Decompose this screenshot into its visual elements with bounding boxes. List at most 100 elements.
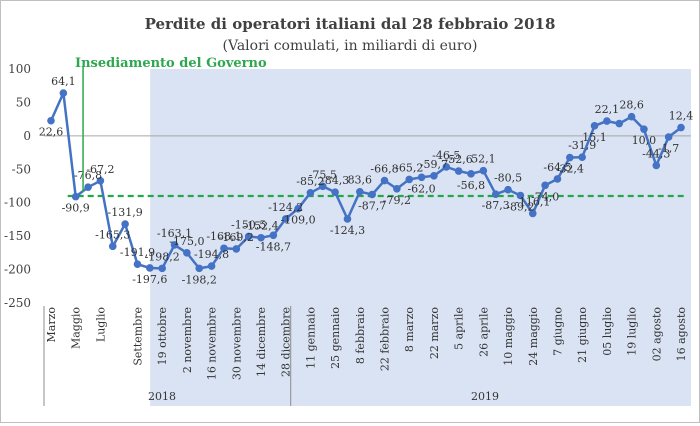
x-tick-label: Maggio xyxy=(70,307,83,349)
data-point xyxy=(467,170,475,178)
data-label: 83,6 xyxy=(348,174,373,187)
x-tick-label: 22 febbraio xyxy=(379,307,392,371)
data-label: -191,9 xyxy=(120,246,155,259)
data-point xyxy=(244,232,253,241)
x-tick-label: 28 dicembre xyxy=(280,307,293,377)
data-label: -116,1 xyxy=(515,195,550,208)
data-point xyxy=(207,262,216,270)
data-point xyxy=(590,121,599,130)
data-point xyxy=(59,89,68,97)
data-point xyxy=(417,173,426,182)
data-label: -31,9 xyxy=(568,139,596,152)
series-path xyxy=(49,91,682,270)
x-axis: Marzo Maggio Luglio Settembre 19 ottobre 2 no… xyxy=(43,306,688,406)
data-label: -163,1 xyxy=(157,227,192,240)
data-label: -44,3 xyxy=(642,147,670,160)
data-label: -56,8 xyxy=(457,179,485,192)
data-label: 28,6 xyxy=(619,99,644,112)
data-label: -75,5 xyxy=(309,168,337,181)
data-point xyxy=(294,204,302,213)
x-tick-label: 2 novembre xyxy=(181,307,194,373)
data-label: 64,1 xyxy=(51,75,76,88)
data-label: 52,1 xyxy=(471,153,496,166)
data-label: -74,0 xyxy=(531,190,559,203)
data-point xyxy=(183,249,191,257)
data-labels: 22,6 64,1 -90,9 -76,8-67,2 -165,3 -131,9 -191,… xyxy=(39,75,694,286)
x-tick-label: 11 gennaio xyxy=(304,307,317,369)
data-point xyxy=(368,190,376,199)
data-point xyxy=(71,192,80,201)
data-label: -131,9 xyxy=(108,206,143,219)
data-label: -46,5 xyxy=(432,149,460,162)
data-point xyxy=(306,189,315,197)
x-tick-label: 10 maggio xyxy=(502,307,515,366)
data-point xyxy=(504,185,512,194)
data-label: -152,4 xyxy=(243,220,278,233)
data-label: -65,2 xyxy=(395,161,423,174)
data-label: -76,8 xyxy=(74,169,102,182)
data-point xyxy=(356,187,364,196)
x-tick-label: 21 giugno xyxy=(576,307,589,363)
data-point xyxy=(516,191,525,200)
data-label: 22,6 xyxy=(39,126,64,139)
data-point xyxy=(627,112,636,121)
data-label: -32,4 xyxy=(556,163,584,176)
data-label: -197,6 xyxy=(132,273,167,286)
data-point xyxy=(393,185,401,193)
y-tick-label: -100 xyxy=(4,196,31,210)
data-point xyxy=(442,163,451,171)
x-tick-label: 25 gennaio xyxy=(329,307,342,369)
data-label: -66,8 xyxy=(370,163,398,176)
data-label: -175,0 xyxy=(169,235,204,248)
data-label: -90,9 xyxy=(62,202,90,215)
data-point xyxy=(405,175,414,184)
government-period-shade xyxy=(150,69,692,406)
x-tick-label: 24 maggio xyxy=(527,307,540,366)
data-point xyxy=(603,117,611,125)
data-point xyxy=(133,260,142,268)
data-label: -84,3 xyxy=(321,174,349,187)
data-label: -67,2 xyxy=(86,163,114,176)
data-label: -124,3 xyxy=(330,224,365,237)
x-tick-label: Luglio xyxy=(94,307,107,342)
data-label: -198,2 xyxy=(182,273,217,286)
data-point xyxy=(343,215,352,223)
x-tick-label: 02 agosto xyxy=(650,307,663,362)
y-tick-label: -250 xyxy=(4,296,31,310)
data-label: -79,2 xyxy=(383,194,411,207)
x-tick-label: 7 giugno xyxy=(551,307,564,356)
data-point xyxy=(269,231,278,240)
x-tick-label: Marzo xyxy=(45,307,58,343)
data-point xyxy=(158,264,166,273)
data-point xyxy=(430,171,438,180)
data-point xyxy=(652,161,661,170)
data-point xyxy=(566,153,574,162)
data-point xyxy=(318,182,327,191)
x-tick-label: 8 marzo xyxy=(403,307,416,353)
data-point xyxy=(146,264,154,272)
data-label: -124,2 xyxy=(268,201,303,214)
data-point xyxy=(491,190,500,199)
data-point xyxy=(640,125,648,133)
x-tick-label: 26 aprile xyxy=(477,307,490,357)
y-tick-label: 100 xyxy=(8,62,31,76)
data-label: 12,4 xyxy=(669,110,694,123)
data-label: -169,2 xyxy=(219,231,254,244)
data-label: -194,8 xyxy=(194,248,229,261)
y-tick-label: -150 xyxy=(4,229,31,243)
data-label: -198,2 xyxy=(145,250,180,263)
data-point xyxy=(220,244,228,253)
data-label: -89,2 xyxy=(506,200,534,213)
data-point xyxy=(84,183,92,192)
data-label: -150,5 xyxy=(231,218,266,231)
x-tick-label: 19 luglio xyxy=(626,307,639,356)
data-point xyxy=(541,181,549,190)
x-tick-label: 8 febbraio xyxy=(354,307,367,364)
data-point xyxy=(96,176,105,185)
data-point xyxy=(232,245,241,253)
data-point xyxy=(195,264,204,273)
chart-subtitle: (Valori comulati, in miliardi di euro) xyxy=(223,38,478,54)
x-tick-label: 16 agosto xyxy=(675,307,688,362)
